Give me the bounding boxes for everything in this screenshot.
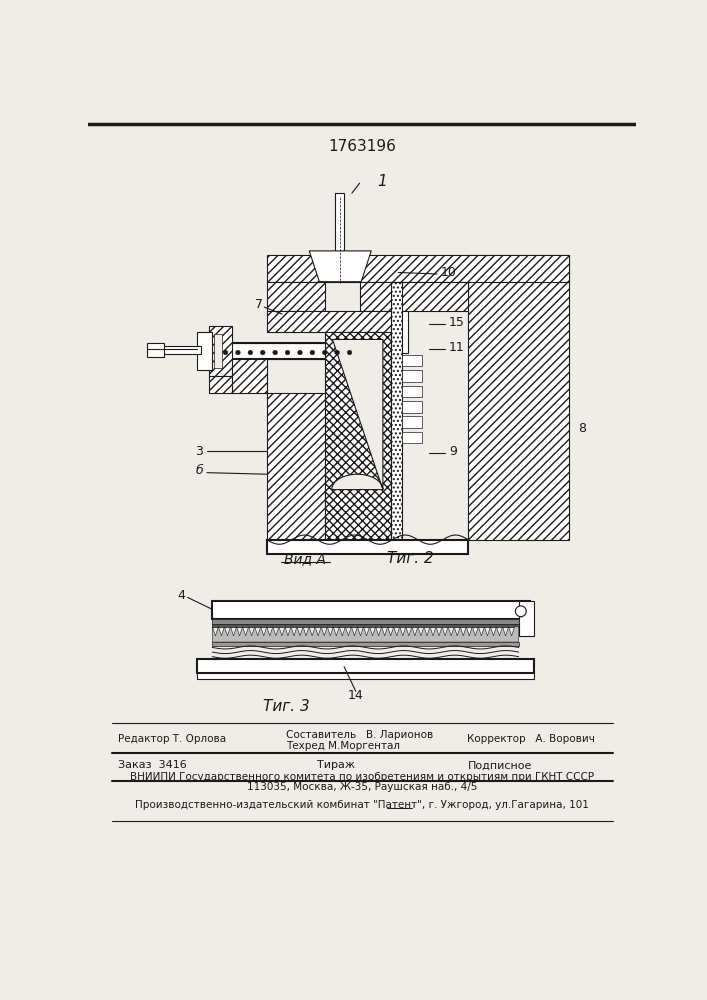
Polygon shape — [309, 251, 371, 282]
Text: 113035, Москва, Ж-35, Раушская наб., 4/5: 113035, Москва, Ж-35, Раушская наб., 4/5 — [247, 782, 477, 792]
Bar — [391, 282, 402, 540]
Polygon shape — [216, 343, 398, 359]
Text: 15: 15 — [449, 316, 464, 329]
Circle shape — [298, 350, 303, 355]
Text: Производственно-издательский комбинат "Патент", г. Ужгород, ул.Гагарина, 101: Производственно-издательский комбинат "П… — [135, 800, 589, 810]
Text: Вид A: Вид A — [284, 552, 327, 566]
Text: 11: 11 — [449, 341, 464, 354]
Polygon shape — [212, 627, 518, 642]
Polygon shape — [360, 282, 468, 311]
Text: Τиг. 3: Τиг. 3 — [262, 699, 310, 714]
Text: Заказ  3416: Заказ 3416 — [118, 760, 187, 770]
Circle shape — [310, 350, 315, 355]
Text: Составитель   В. Ларионов: Составитель В. Ларионов — [286, 730, 433, 740]
Polygon shape — [232, 359, 267, 393]
Polygon shape — [468, 255, 569, 540]
Bar — [212, 619, 518, 624]
Polygon shape — [325, 332, 391, 540]
Circle shape — [235, 350, 240, 355]
Text: 4: 4 — [177, 589, 185, 602]
Text: Τиг. 2: Τиг. 2 — [387, 551, 433, 566]
Text: Подписное: Подписное — [468, 760, 532, 770]
Text: Тираж: Тираж — [317, 760, 355, 770]
Bar — [212, 624, 518, 627]
Circle shape — [273, 350, 277, 355]
Bar — [197, 659, 534, 673]
Bar — [402, 416, 421, 428]
Bar — [146, 343, 163, 357]
Circle shape — [285, 350, 290, 355]
Circle shape — [515, 606, 526, 617]
Text: Редактор Т. Орлова: Редактор Т. Орлова — [118, 734, 226, 744]
Text: Корректор   А. Ворович: Корректор А. Ворович — [467, 734, 595, 744]
Bar — [402, 311, 409, 353]
Text: 3: 3 — [195, 445, 203, 458]
Polygon shape — [267, 282, 325, 311]
Text: 9: 9 — [449, 445, 457, 458]
Polygon shape — [197, 332, 212, 370]
Text: 8: 8 — [578, 422, 586, 434]
Text: 7: 7 — [255, 298, 263, 311]
Polygon shape — [267, 393, 325, 540]
Text: 10: 10 — [441, 266, 457, 279]
Bar — [335, 193, 344, 251]
Polygon shape — [209, 376, 232, 393]
Polygon shape — [267, 255, 569, 282]
Text: 1763196: 1763196 — [328, 139, 396, 154]
Circle shape — [260, 350, 265, 355]
Circle shape — [223, 350, 228, 355]
Bar — [402, 386, 421, 397]
Text: 14: 14 — [348, 689, 363, 702]
Bar — [402, 432, 421, 443]
Text: Техред М.Моргентал: Техред М.Моргентал — [286, 741, 400, 751]
Bar — [197, 673, 534, 679]
Circle shape — [248, 350, 252, 355]
Polygon shape — [518, 601, 534, 636]
Circle shape — [335, 350, 339, 355]
Circle shape — [347, 350, 352, 355]
Polygon shape — [332, 339, 383, 490]
Bar — [402, 401, 421, 413]
Polygon shape — [267, 311, 391, 332]
Bar — [402, 370, 421, 382]
Circle shape — [322, 350, 327, 355]
Text: 1: 1 — [378, 174, 387, 189]
Bar — [267, 540, 468, 554]
Polygon shape — [209, 326, 232, 376]
Bar — [212, 642, 518, 646]
Bar — [214, 334, 222, 368]
Polygon shape — [212, 601, 530, 619]
Text: б: б — [195, 464, 203, 477]
Bar — [162, 346, 201, 354]
Text: ВНИИПИ Государственного комитета по изобретениям и открытиям при ГКНТ СССР: ВНИИПИ Государственного комитета по изоб… — [130, 772, 594, 782]
Bar — [402, 355, 421, 366]
